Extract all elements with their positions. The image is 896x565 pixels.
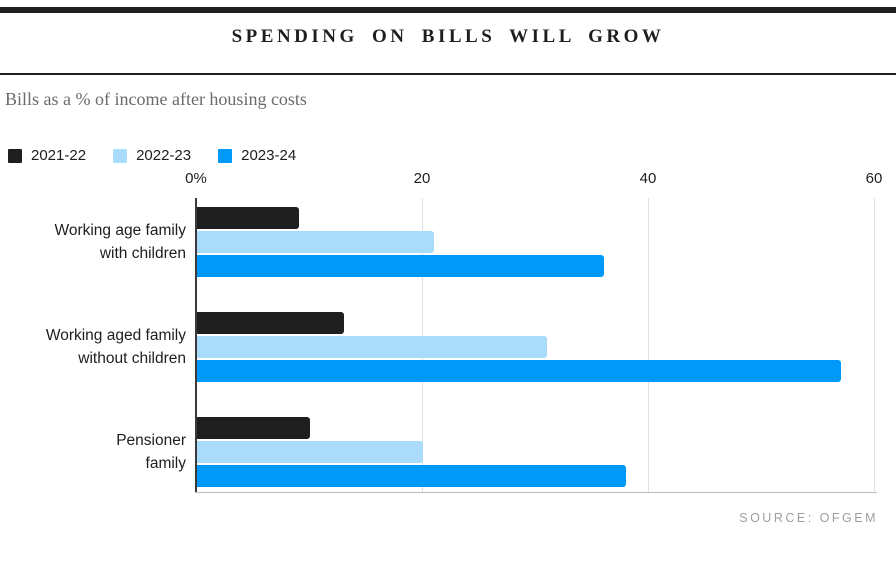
- legend-swatch-2021-22: [8, 148, 22, 163]
- category-label: Pensioner family: [0, 429, 186, 475]
- legend-label: 2021-22: [31, 147, 87, 164]
- legend-label: 2023-24: [241, 147, 297, 164]
- legend-item-2022-23: 2022-23: [113, 147, 191, 164]
- x-tick-40: 40: [639, 170, 657, 187]
- gridline-40: [648, 198, 649, 492]
- category-label-line: without children: [78, 350, 186, 367]
- top-rule: [0, 7, 896, 13]
- chart-subtitle: Bills as a % of income after housing cos…: [5, 89, 307, 109]
- x-tick-20: 20: [413, 170, 431, 187]
- category-label-line: with children: [99, 245, 186, 262]
- category-label: Working aged family without children: [0, 324, 186, 370]
- legend-label: 2022-23: [136, 147, 192, 164]
- bar-2022-23: [197, 441, 423, 463]
- gridline-60: [874, 198, 875, 492]
- x-axis-baseline: [195, 492, 877, 493]
- legend: 2021-22 2022-23 2023-24: [8, 147, 296, 164]
- bar-2023-24: [197, 465, 627, 487]
- x-tick-60: 60: [865, 170, 883, 187]
- category-label-line: Pensioner: [116, 432, 186, 449]
- title-divider: [0, 73, 896, 75]
- category-label-line: family: [145, 455, 186, 472]
- bar-2021-22: [197, 207, 299, 229]
- bar-2023-24: [197, 360, 842, 382]
- bar-2021-22: [197, 312, 344, 334]
- bar-2021-22: [197, 417, 310, 439]
- legend-swatch-2022-23: [113, 148, 128, 163]
- legend-item-2023-24: 2023-24: [218, 147, 296, 164]
- y-axis-line: [195, 198, 197, 492]
- x-tick-0%: 0%: [185, 170, 207, 187]
- chart-title: SPENDING ON BILLS WILL GROW: [231, 26, 665, 47]
- legend-item-2021-22: 2021-22: [8, 147, 86, 164]
- legend-swatch-2023-24: [218, 148, 233, 163]
- bar-2022-23: [197, 336, 548, 358]
- source-credit: SOURCE: OFGEM: [739, 511, 878, 525]
- bar-2022-23: [197, 231, 435, 253]
- category-label: Working age family with children: [0, 219, 186, 265]
- category-label-line: Working age family: [54, 222, 186, 239]
- category-label-line: Working aged family: [45, 327, 186, 344]
- bar-2023-24: [197, 255, 604, 277]
